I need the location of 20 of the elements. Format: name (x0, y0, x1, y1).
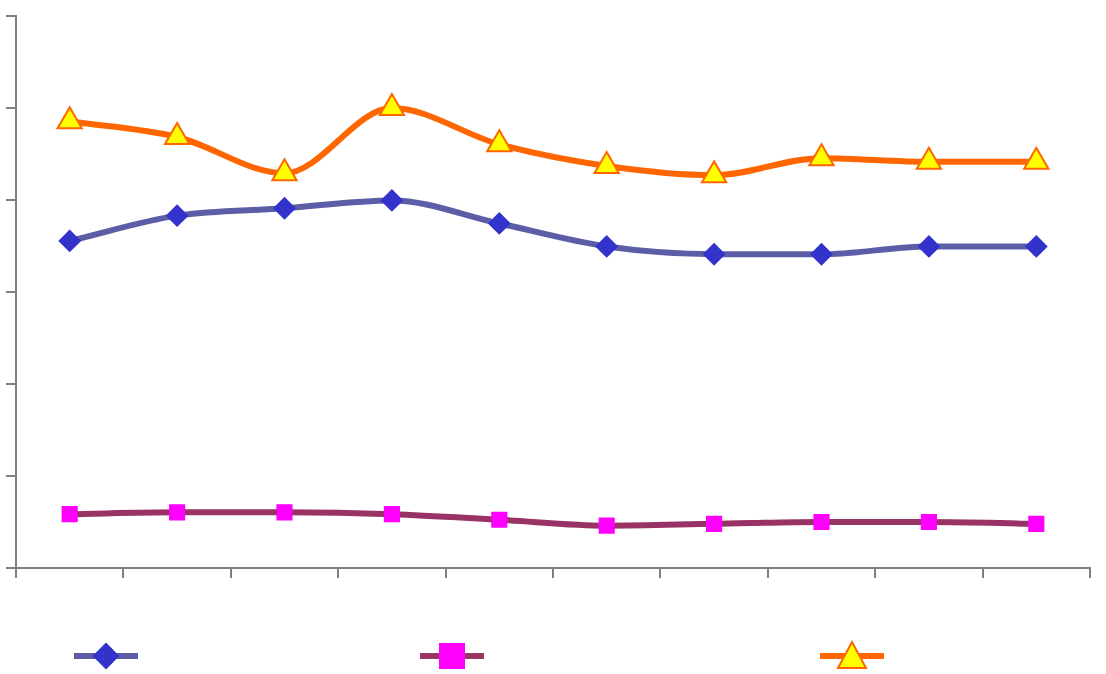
point (700, 160, 728, 184)
point (595, 235, 618, 258)
point (486, 129, 513, 153)
point (593, 150, 620, 174)
point (1023, 146, 1050, 170)
point (273, 197, 296, 220)
point (163, 121, 191, 145)
point (380, 189, 403, 212)
point (166, 204, 189, 227)
point (810, 243, 833, 266)
point (915, 146, 943, 170)
point (808, 143, 835, 167)
point (1025, 235, 1048, 258)
point (378, 93, 406, 116)
point (488, 212, 511, 235)
point (58, 229, 81, 252)
point (56, 106, 83, 130)
point (271, 158, 298, 182)
point (917, 235, 940, 258)
point (703, 243, 726, 266)
